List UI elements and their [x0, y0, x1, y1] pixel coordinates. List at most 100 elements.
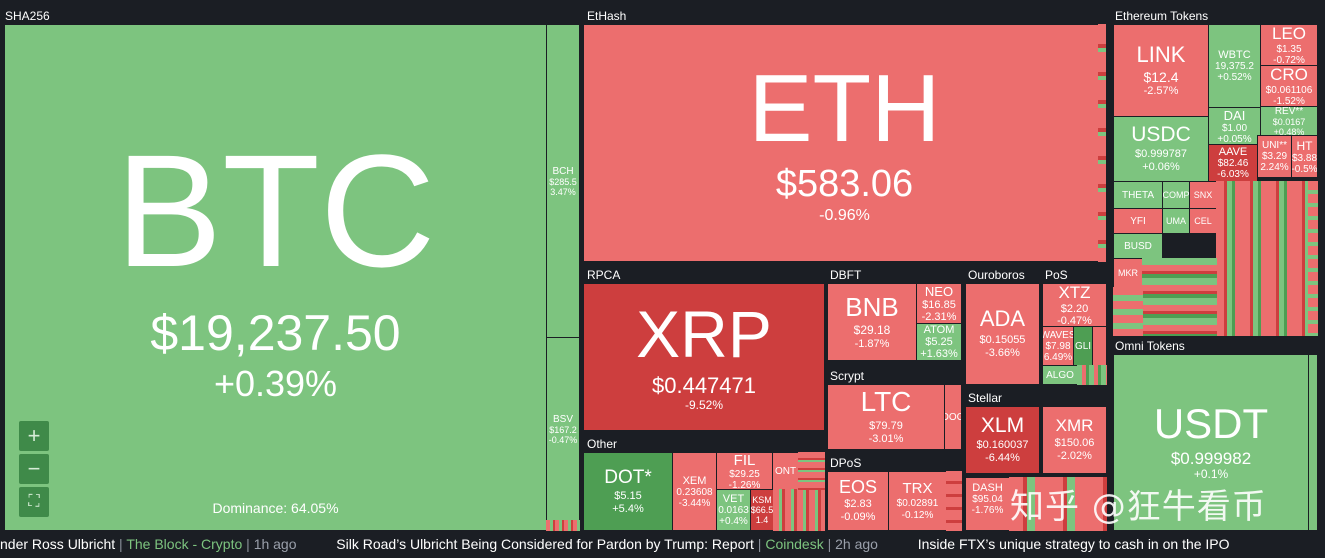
tile-change: -3.44%: [678, 497, 711, 509]
tile-change: -0.47%: [548, 434, 578, 445]
tile-xlm[interactable]: XLM $0.160037 -6.44%: [965, 406, 1040, 474]
tile-price: $1.00: [1221, 122, 1248, 134]
tile-change: -9.52%: [684, 397, 724, 412]
ticker-headline[interactable]: nder Ross Ulbricht: [0, 536, 116, 552]
tile-symbol: NEO: [924, 284, 954, 299]
tile-change: +0.52%: [1217, 72, 1252, 83]
tile-symbol: FIL: [733, 452, 756, 469]
tile-algo[interactable]: ALGO: [1042, 365, 1078, 385]
tile-ont[interactable]: ONT: [772, 452, 799, 490]
tile-wbtc[interactable]: WBTC 19,375.2 +0.52%: [1208, 24, 1261, 108]
tile-dog[interactable]: DOG: [944, 384, 962, 450]
tile-price: $12.4: [1143, 68, 1179, 85]
tile-ltc[interactable]: LTC $79.79 -3.01%: [827, 384, 945, 450]
tile-yfi[interactable]: YFI: [1113, 208, 1163, 234]
tile-price: $95.04: [972, 494, 1003, 505]
tile-cro[interactable]: CRO $0.061106 -1.52%: [1260, 65, 1318, 107]
tile-usdc[interactable]: USDC $0.999787 +0.06%: [1113, 116, 1209, 182]
tile-fil[interactable]: FIL $29.25 -1.26%: [716, 452, 773, 490]
small-tiles-pos: [1077, 365, 1107, 385]
watermark: 知乎 @狂牛看币: [1010, 487, 1267, 527]
tile-symbol: ETH: [748, 54, 941, 162]
tile-symbol: DOG: [945, 411, 961, 423]
tile-change: -0.96%: [819, 206, 870, 224]
tile-symbol: CEL: [1194, 216, 1212, 226]
tile-usdt[interactable]: USDT $0.999982 +0.1%: [1113, 354, 1309, 531]
tile-symbol: COMP: [1162, 190, 1190, 200]
tile-vet[interactable]: VET 0.0163 +0.4%: [716, 489, 751, 531]
group-label-stellar: Stellar: [968, 391, 1003, 405]
small-tiles-eth-tokens-4: [1308, 181, 1318, 336]
tile-price: $0.447471: [652, 373, 756, 399]
tile-bch[interactable]: BCH $285.5 3.47%: [546, 24, 580, 338]
tile-price: $3.29: [1261, 151, 1288, 162]
tile-link[interactable]: LINK $12.4 -2.57%: [1113, 24, 1209, 117]
tile-price: $79.79: [869, 420, 903, 433]
tile-change: -1.76%: [971, 505, 1004, 516]
tile-aave[interactable]: AAVE $82.46 -6.03%: [1208, 144, 1258, 182]
tile-leo[interactable]: LEO $1.35 -0.72%: [1260, 24, 1318, 66]
tile-rev[interactable]: REV** $0.0167 +0.48%: [1260, 106, 1318, 136]
tile-ada[interactable]: ADA $0.15055 -3.66%: [965, 283, 1040, 385]
tile-eth[interactable]: ETH $583.06 -0.96%: [583, 24, 1106, 262]
tile-dai[interactable]: DAI $1.00 +0.05%: [1208, 107, 1261, 145]
tile-snx[interactable]: SNX: [1189, 181, 1217, 209]
ticker-headline[interactable]: Silk Road’s Ulbricht Being Considered fo…: [336, 536, 754, 552]
tile-waves[interactable]: WAVES $7.98 6.49%: [1042, 326, 1074, 366]
tile-ht[interactable]: HT $3.88 -0.5%: [1291, 135, 1318, 178]
zoom-in-button[interactable]: +: [19, 421, 49, 451]
tile-omni-small[interactable]: [1308, 354, 1318, 531]
tile-xtz[interactable]: XTZ $2.20 -0.47%: [1042, 283, 1107, 327]
group-label-other: Other: [587, 437, 618, 451]
tile-atom[interactable]: ATOM $5.25 +1.63%: [916, 323, 962, 361]
group-label-ethash: EtHash: [587, 9, 627, 23]
zoom-out-button[interactable]: −: [19, 454, 49, 484]
tile-uma[interactable]: UMA: [1162, 208, 1190, 234]
tile-change: -2.57%: [1143, 84, 1179, 97]
group-label-pos: PoS: [1045, 268, 1068, 282]
tile-price: $82.46: [1217, 158, 1249, 169]
tile-bnb[interactable]: BNB $29.18 -1.87%: [827, 283, 917, 361]
tile-trx[interactable]: TRX $0.02891 -0.12%: [888, 471, 947, 531]
ticker-time: 2h ago: [835, 536, 878, 552]
tile-change: +1.63%: [920, 348, 958, 360]
tile-pos-small[interactable]: [1092, 326, 1107, 366]
tile-price: $29.25: [729, 468, 760, 480]
tile-xem[interactable]: XEM 0.23608 -3.44%: [672, 452, 717, 531]
tile-symbol: ADA: [979, 306, 1026, 332]
tile-theta[interactable]: THETA: [1113, 181, 1163, 209]
ticker-source[interactable]: The Block - Crypto: [126, 536, 243, 552]
tile-xmr[interactable]: XMR $150.06 -2.02%: [1042, 406, 1107, 474]
tile-change: +0.06%: [1142, 161, 1180, 173]
tile-gli[interactable]: GLI: [1073, 326, 1093, 366]
tile-eos[interactable]: EOS $2.83 -0.09%: [827, 471, 889, 531]
fit-screen-button[interactable]: ⛶: [19, 487, 49, 517]
tile-symbol: YFI: [1130, 215, 1146, 227]
ticker-headline[interactable]: Inside FTX’s unique strategy to cash in …: [917, 536, 1230, 552]
tile-neo[interactable]: NEO $16.85 -2.31%: [916, 283, 962, 324]
tile-price: $0.0167: [1272, 116, 1306, 127]
tile-symbol: HT: [1296, 138, 1313, 153]
tile-symbol: REV**: [1274, 106, 1304, 117]
tile-symbol: USDT: [1153, 399, 1269, 447]
ticker-source[interactable]: Coindesk: [765, 536, 824, 552]
tile-price: 0.0163: [718, 505, 749, 516]
tile-mkr[interactable]: MKR: [1113, 258, 1143, 288]
tile-ksm[interactable]: KSM $66.5 1.4: [750, 489, 774, 531]
tile-dash[interactable]: DASH $95.04 -1.76%: [965, 477, 1010, 531]
tile-symbol: SNX: [1193, 190, 1213, 200]
tile-bsv[interactable]: BSV $167.2 -0.47%: [546, 337, 580, 521]
tile-uni[interactable]: UNI** $3.29 2.24%: [1257, 135, 1292, 178]
tile-symbol: BUSD: [1124, 240, 1152, 252]
tile-change: -0.09%: [840, 511, 876, 523]
tile-busd[interactable]: BUSD: [1113, 233, 1163, 259]
tile-comp[interactable]: COMP: [1162, 181, 1190, 209]
tile-change: 6.49%: [1043, 351, 1073, 363]
tile-cel[interactable]: CEL: [1189, 208, 1217, 234]
tile-btc[interactable]: BTC $19,237.50 +0.39% Dominance: 64.05%: [4, 24, 547, 531]
tile-symbol: TRX: [902, 480, 933, 497]
tile-dot[interactable]: DOT* $5.15 +5.4%: [583, 452, 673, 531]
tile-price: $7.98: [1045, 340, 1071, 352]
tile-xrp[interactable]: XRP $0.447471 -9.52%: [583, 283, 825, 431]
tile-symbol: UNI**: [1261, 140, 1287, 151]
